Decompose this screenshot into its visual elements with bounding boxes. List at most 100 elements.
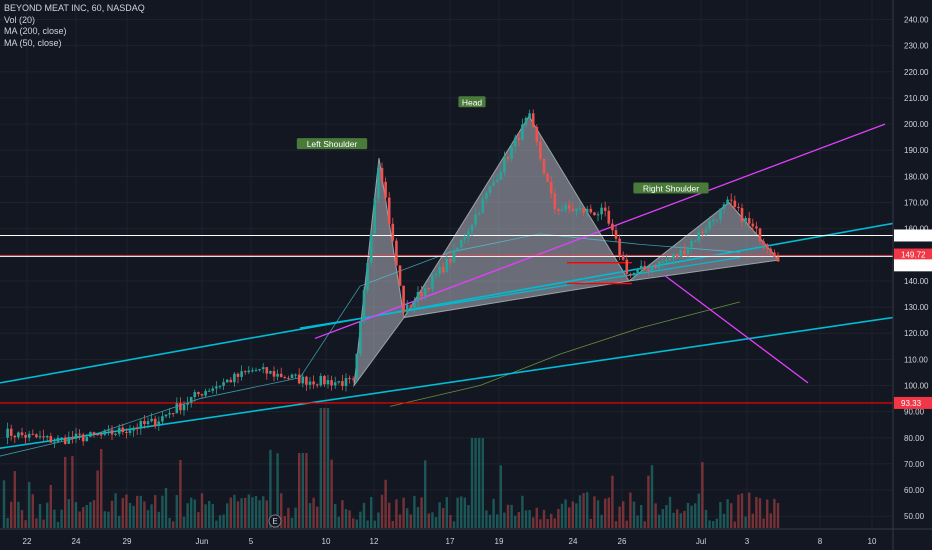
candle-body (621, 255, 625, 260)
price-label-box (894, 396, 932, 409)
volume-bar (107, 511, 110, 528)
candle-body (236, 373, 240, 377)
candle-body (596, 214, 600, 216)
volume-bar (607, 497, 610, 528)
volume-bar (474, 438, 477, 528)
candle-body (161, 416, 164, 422)
volume-bar (6, 517, 9, 528)
volume-bar (161, 495, 164, 528)
volume-bar (204, 504, 207, 528)
volume-bar (445, 497, 448, 528)
candle-body (744, 218, 747, 222)
volume-bar (524, 510, 528, 528)
candle-body (247, 370, 251, 373)
volume-bar (391, 521, 394, 528)
volume-bar (323, 408, 326, 528)
volume-bar (654, 503, 657, 528)
candle-body (31, 433, 35, 435)
candle-body (632, 273, 636, 276)
candle-body (629, 274, 632, 276)
candle-body (657, 261, 661, 269)
volume-bar (200, 493, 204, 528)
candle-body (737, 206, 740, 209)
candle-body (308, 381, 312, 385)
volume-bar (640, 504, 643, 528)
candle-body (74, 433, 78, 439)
candle-body (377, 167, 380, 199)
volume-bar (377, 512, 380, 528)
candle-body (722, 204, 726, 209)
candle-body (287, 378, 290, 380)
volume-bar (434, 517, 438, 528)
volume-bar (175, 495, 178, 528)
volume-bar (614, 521, 618, 528)
candle-body (575, 208, 578, 212)
volume-bar (514, 515, 517, 528)
volume-bar (312, 497, 315, 528)
volume-bar (413, 495, 416, 528)
candle-body (542, 158, 546, 174)
volume-bar (686, 502, 690, 528)
volume-bar (193, 499, 196, 528)
volume-bar (643, 521, 646, 528)
candle-body (459, 239, 463, 248)
volume-bar (139, 495, 142, 528)
candle-body (639, 265, 643, 270)
volume-bar (290, 517, 294, 528)
candle-body (294, 374, 297, 376)
candle-body (625, 259, 629, 275)
candle-body (528, 113, 531, 119)
candle-body (254, 370, 258, 372)
y-tick-label: 50.00 (904, 512, 925, 521)
candle-body (297, 374, 301, 384)
y-tick-label: 80.00 (904, 434, 925, 443)
volume-bar (384, 479, 387, 528)
volume-bar (341, 500, 344, 528)
volume-bar (179, 460, 182, 528)
candle-body (63, 437, 67, 444)
volume-bar (766, 499, 769, 528)
volume-bar (366, 520, 369, 528)
x-tick-label: 12 (370, 537, 379, 546)
candle-body (290, 374, 294, 379)
candle-body (218, 385, 222, 387)
candle-body (729, 199, 733, 201)
candle-body (416, 292, 420, 302)
volume-bar (24, 520, 27, 528)
candle-body (387, 197, 391, 224)
candle-body (747, 218, 751, 224)
volume-bar (708, 520, 711, 528)
volume-bar (575, 503, 578, 528)
volume-bar (71, 455, 74, 528)
volume-bar (499, 465, 502, 528)
candle-body (434, 274, 438, 276)
y-tick-label: 70.00 (904, 460, 925, 469)
candle-body (344, 378, 348, 387)
volume-bar (247, 494, 250, 528)
candle-body (182, 404, 186, 411)
volume-bar (215, 520, 218, 528)
volume-bar (715, 518, 718, 528)
volume-bar (744, 516, 747, 528)
candle-body (603, 207, 607, 211)
candle-body (391, 223, 395, 241)
candle-body (477, 212, 481, 215)
volume-bar (586, 492, 589, 528)
x-tick-label: 24 (569, 537, 578, 546)
candle-body (103, 430, 107, 435)
y-tick-label: 200.00 (904, 120, 929, 129)
volume-bar (460, 496, 463, 528)
candle-body (697, 231, 701, 241)
candle-body (647, 269, 650, 271)
volume-bar (92, 500, 96, 528)
candle-body (56, 437, 60, 442)
candle-body (258, 369, 261, 371)
volume-bar (679, 513, 682, 528)
candle-body (197, 392, 200, 395)
volume-bar (431, 512, 434, 528)
volume-bar (362, 502, 366, 528)
x-tick-label: 8 (818, 537, 823, 546)
candle-body (279, 373, 283, 378)
candle-body (204, 391, 207, 396)
volume-bar (359, 511, 362, 528)
